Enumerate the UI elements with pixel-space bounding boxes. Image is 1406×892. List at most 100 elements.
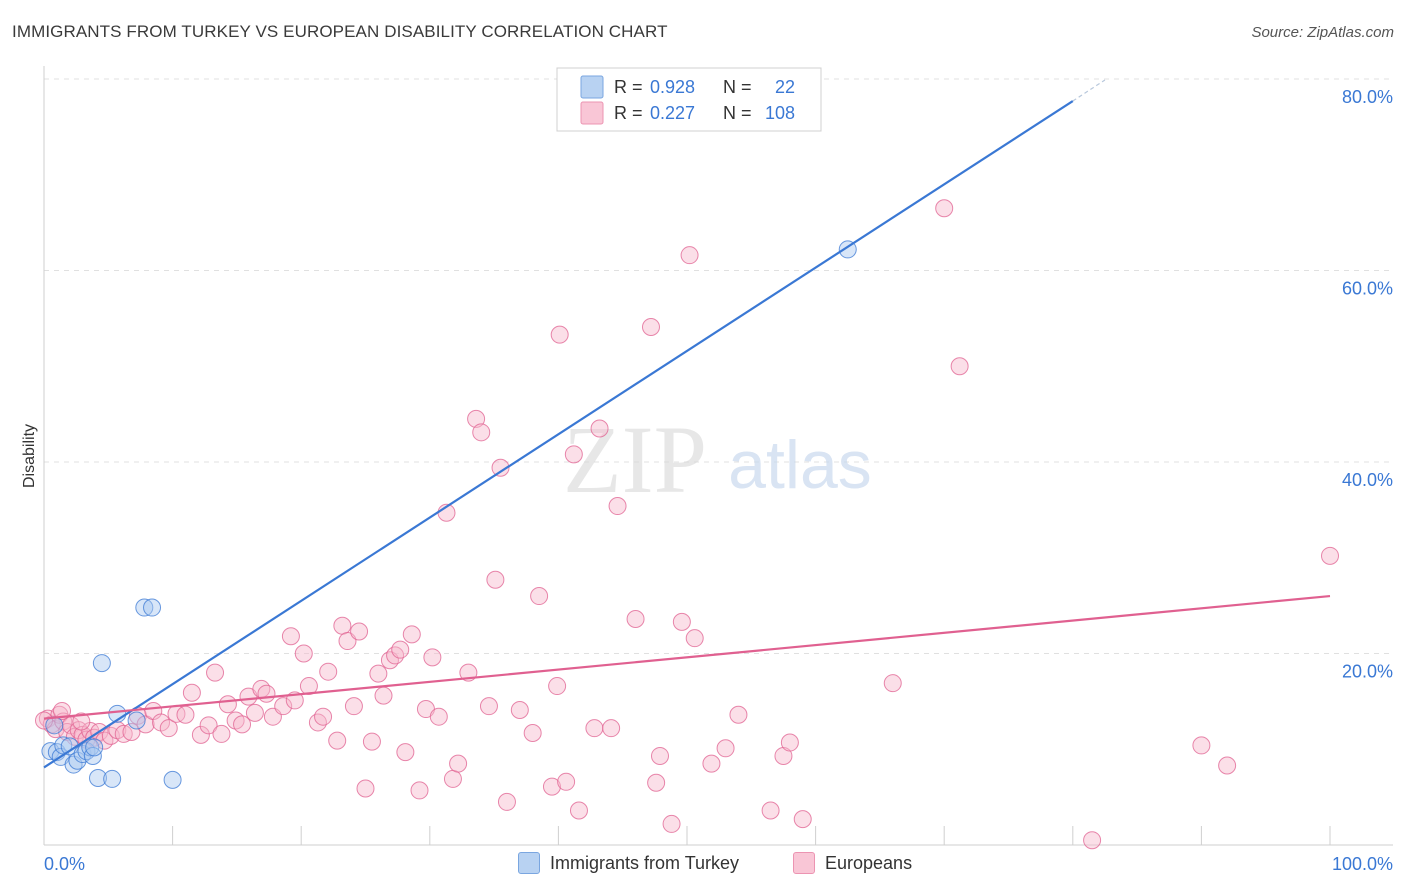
data-point-europeans bbox=[206, 663, 225, 682]
data-point-europeans bbox=[647, 773, 666, 792]
data-point-europeans bbox=[245, 703, 264, 722]
data-point-europeans bbox=[159, 719, 178, 738]
data-point-europeans bbox=[523, 723, 542, 742]
watermark-atlas: atlas bbox=[728, 427, 872, 503]
data-point-europeans bbox=[650, 746, 669, 765]
data-point-europeans bbox=[702, 754, 721, 773]
trend-line-turkey bbox=[43, 100, 1074, 769]
data-point-europeans bbox=[72, 712, 91, 731]
data-point-europeans bbox=[308, 713, 327, 732]
series-immigrants-from-turkey bbox=[41, 240, 857, 789]
data-point-europeans bbox=[569, 801, 588, 820]
data-point-europeans bbox=[423, 648, 442, 667]
data-point-europeans bbox=[374, 686, 393, 705]
data-point-europeans bbox=[114, 724, 133, 743]
data-point-europeans bbox=[35, 711, 53, 730]
data-point-europeans bbox=[338, 632, 357, 651]
data-point-europeans bbox=[199, 716, 218, 735]
data-point-europeans bbox=[402, 625, 421, 644]
data-point-europeans bbox=[356, 779, 375, 798]
data-point-europeans bbox=[950, 357, 969, 376]
data-point-europeans bbox=[793, 810, 812, 829]
x-tick-labels: 0.0% 100.0% bbox=[44, 854, 1393, 874]
data-point-europeans bbox=[369, 664, 388, 683]
data-point-turkey bbox=[89, 768, 108, 787]
data-point-europeans bbox=[1083, 831, 1102, 850]
legend-r-label: R = bbox=[614, 77, 643, 97]
data-point-europeans bbox=[585, 719, 604, 738]
legend-r-value: 0.928 bbox=[650, 77, 695, 97]
data-point-europeans bbox=[294, 644, 313, 663]
data-point-europeans bbox=[761, 801, 780, 820]
legend-n-value: 22 bbox=[775, 77, 795, 97]
data-point-europeans bbox=[314, 707, 333, 726]
data-point-europeans bbox=[590, 419, 609, 438]
data-point-europeans bbox=[729, 705, 748, 724]
data-point-turkey bbox=[143, 598, 162, 617]
legend-swatch-europeans bbox=[793, 852, 815, 874]
trend-lines bbox=[43, 79, 1331, 769]
data-point-europeans bbox=[479, 697, 498, 716]
x-tick-label: 0.0% bbox=[44, 854, 85, 874]
chart-title: IMMIGRANTS FROM TURKEY VS EUROPEAN DISAB… bbox=[12, 22, 668, 41]
trend-line-europeans bbox=[43, 594, 1331, 720]
data-point-turkey bbox=[85, 738, 104, 757]
data-point-europeans bbox=[233, 715, 252, 734]
data-point-europeans bbox=[319, 662, 338, 681]
watermark: ZIP atlas bbox=[563, 406, 872, 513]
data-point-turkey bbox=[103, 769, 122, 788]
data-point-europeans bbox=[626, 610, 645, 629]
data-point-europeans bbox=[472, 423, 491, 442]
data-point-europeans bbox=[136, 715, 155, 734]
y-tick-label: 60.0% bbox=[1342, 279, 1393, 299]
y-tick-label: 40.0% bbox=[1342, 470, 1393, 490]
data-point-europeans bbox=[680, 246, 699, 265]
trend-line-turkey-extension bbox=[1072, 79, 1106, 102]
data-point-europeans bbox=[780, 733, 799, 752]
data-point-europeans bbox=[281, 627, 300, 646]
legend-swatch-blue bbox=[580, 75, 604, 99]
data-point-europeans bbox=[391, 640, 410, 659]
data-point-europeans bbox=[333, 616, 352, 635]
data-point-europeans bbox=[672, 612, 691, 631]
data-point-europeans bbox=[641, 317, 660, 336]
series-legend-label: Immigrants from Turkey bbox=[550, 852, 740, 873]
stats-legend-row-blue: R = 0.928 N = 22 bbox=[580, 75, 795, 99]
legend-swatch-turkey bbox=[518, 852, 540, 874]
data-point-europeans bbox=[299, 677, 318, 696]
series-legend-label: Europeans bbox=[825, 852, 913, 873]
data-point-europeans bbox=[274, 697, 293, 716]
data-point-europeans bbox=[396, 743, 415, 762]
data-point-europeans bbox=[1321, 546, 1339, 565]
data-point-europeans bbox=[486, 570, 505, 589]
data-point-europeans bbox=[510, 700, 529, 719]
data-point-europeans bbox=[883, 674, 902, 693]
series-europeans bbox=[35, 199, 1339, 850]
stats-legend-row-pink: R = 0.227 N = 108 bbox=[580, 101, 795, 125]
data-point-europeans bbox=[176, 705, 195, 724]
series-legend-item-europeans: Europeans bbox=[793, 852, 912, 874]
data-point-europeans bbox=[685, 629, 704, 648]
grid-lines bbox=[44, 78, 1393, 654]
data-point-europeans bbox=[53, 701, 72, 720]
legend-n-label: N = bbox=[723, 103, 752, 123]
data-point-europeans bbox=[550, 325, 569, 344]
data-point-europeans bbox=[557, 772, 576, 791]
data-point-europeans bbox=[182, 683, 201, 702]
data-point-europeans bbox=[449, 754, 468, 773]
series-legend: Immigrants from Turkey Europeans bbox=[0, 852, 1406, 878]
legend-swatch-pink bbox=[580, 101, 604, 125]
data-point-europeans bbox=[564, 445, 583, 464]
data-point-europeans bbox=[1192, 736, 1211, 755]
legend-r-value: 0.227 bbox=[650, 103, 695, 123]
y-axis-title: Disability bbox=[21, 424, 38, 488]
watermark-zip: ZIP bbox=[563, 406, 707, 513]
data-point-europeans bbox=[467, 409, 486, 428]
data-point-europeans bbox=[410, 781, 429, 800]
y-tick-label: 80.0% bbox=[1342, 87, 1393, 107]
data-point-europeans bbox=[497, 792, 516, 811]
stats-legend: R = 0.928 N = 22 R = 0.227 N = 108 bbox=[556, 67, 822, 132]
data-point-europeans bbox=[386, 646, 405, 665]
data-point-europeans bbox=[191, 725, 210, 744]
